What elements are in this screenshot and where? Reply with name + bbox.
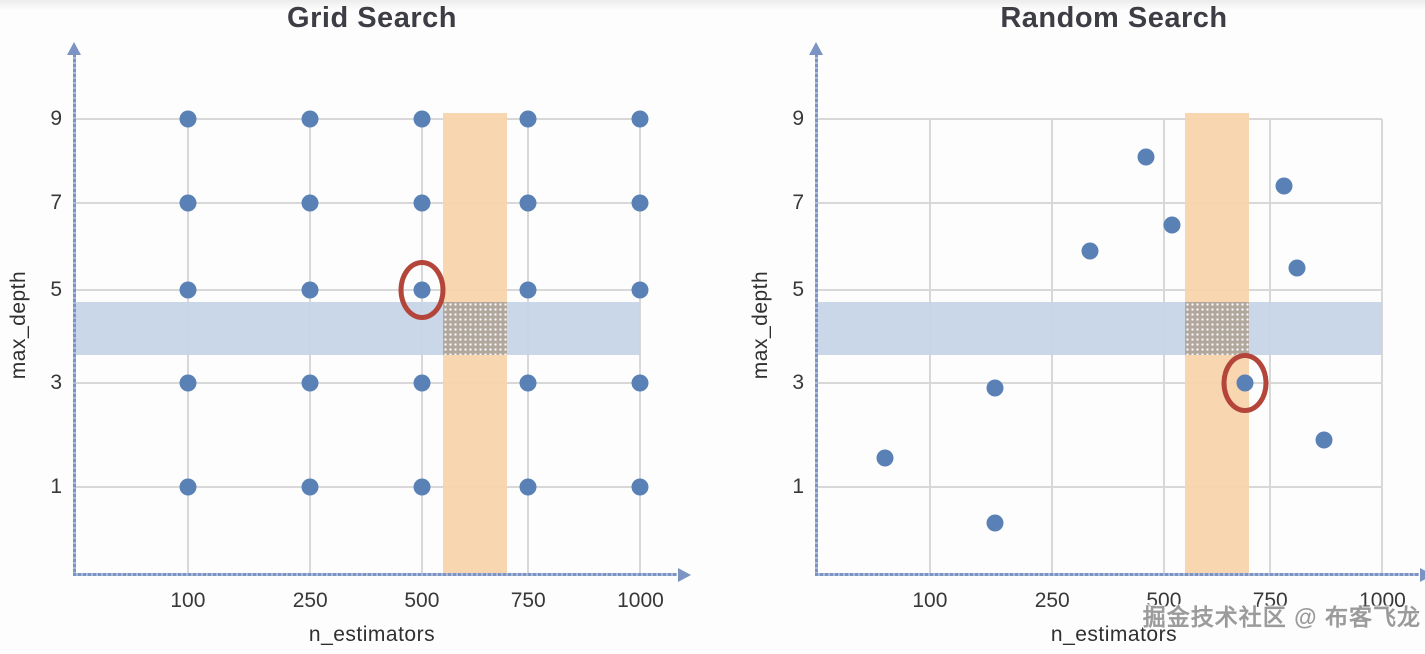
- data-point: [631, 194, 649, 212]
- blue-band-max-depth-range: [75, 301, 641, 356]
- data-point: [519, 281, 537, 299]
- x-axis-arrow-icon: [678, 568, 691, 582]
- data-point: [1137, 148, 1155, 166]
- y-tick-label: 7: [50, 191, 62, 214]
- x-axis-line: [73, 573, 677, 576]
- y-tick-label: 1: [792, 474, 804, 498]
- data-point: [519, 374, 537, 392]
- x-tick-label: 250: [1034, 589, 1070, 612]
- y-tick-label: 3: [50, 370, 62, 394]
- x-tick-label: 250: [292, 589, 328, 612]
- data-point: [1315, 431, 1333, 449]
- data-point: [631, 478, 649, 496]
- x-tick-label: 500: [404, 589, 440, 612]
- x-tick-label: 100: [912, 589, 948, 612]
- x-axis-arrow-icon: [1420, 568, 1425, 582]
- data-point: [1081, 242, 1099, 260]
- data-point: [301, 374, 319, 392]
- data-point: [631, 110, 649, 128]
- gridline-y-1: [75, 485, 641, 488]
- y-tick-label: 5: [50, 277, 62, 301]
- plot-area: 1 3 5 7 9 100 250 500 750 1000: [792, 42, 1425, 612]
- plot-area: 1 3 5 7 9 100 250 500 750 1000: [50, 42, 691, 612]
- y-axis-line: [73, 54, 76, 575]
- gridline-y-9: [75, 118, 641, 121]
- gridline-y-1: [817, 485, 1383, 488]
- data-point: [301, 281, 319, 299]
- data-point: [179, 478, 197, 496]
- data-point: [631, 374, 649, 392]
- y-tick-label: 7: [792, 191, 804, 214]
- data-point: [1288, 259, 1306, 277]
- y-axis-label: max_depth: [7, 270, 30, 380]
- best-point-highlight-circle: [398, 259, 446, 320]
- data-point: [179, 374, 197, 392]
- blue-band-max-depth-range: [817, 301, 1383, 356]
- data-point: [1275, 177, 1293, 195]
- data-point: [519, 478, 537, 496]
- y-tick-label: 1: [50, 474, 62, 498]
- x-tick-label: 1000: [617, 589, 664, 612]
- x-axis-line: [815, 573, 1419, 576]
- data-point: [631, 281, 649, 299]
- x-axis-label: n_estimators: [1050, 623, 1178, 646]
- gridline-y-3: [75, 381, 641, 384]
- x-tick-label: 1000: [1359, 589, 1406, 612]
- gridline-y-7: [817, 202, 1383, 204]
- x-axis-label: n_estimators: [308, 623, 436, 646]
- data-point: [413, 478, 431, 496]
- data-point: [1163, 216, 1181, 234]
- y-axis-arrow-icon: [809, 42, 823, 55]
- band-overlap-region: [1185, 301, 1249, 356]
- x-tick-label: 100: [170, 589, 206, 612]
- grid-search-chart: Grid Search max_depth 1 3 5 7 9 100 250 500 750 1…: [0, 0, 712, 654]
- random-search-chart: Random Search max_depth 1 3 5 7 9 100 250 500 75…: [713, 0, 1425, 654]
- gridline-y-5: [817, 288, 1383, 291]
- gridline-x-1000: [1381, 119, 1384, 575]
- data-point: [179, 281, 197, 299]
- gridline-y-3: [817, 381, 1383, 384]
- gridline-y-7: [75, 202, 641, 204]
- data-point: [876, 449, 894, 467]
- gridline-y-5: [75, 288, 641, 291]
- y-tick-label: 9: [50, 107, 62, 131]
- y-axis-line: [815, 54, 818, 575]
- band-overlap-region: [443, 301, 507, 356]
- y-tick-label: 3: [792, 370, 804, 394]
- data-point: [301, 194, 319, 212]
- chart-title: Grid Search: [287, 2, 457, 34]
- y-tick-label: 5: [792, 277, 804, 301]
- y-axis-label: max_depth: [749, 270, 772, 380]
- watermark: 掘金技术社区 @ 布客飞龙: [1142, 604, 1421, 630]
- best-point-highlight-circle: [1221, 352, 1269, 413]
- y-tick-label: 9: [792, 107, 804, 131]
- gridline-x-1000: [639, 119, 642, 575]
- data-point: [986, 514, 1004, 532]
- y-axis-arrow-icon: [67, 42, 81, 55]
- chart-title: Random Search: [1000, 2, 1228, 34]
- data-point: [301, 110, 319, 128]
- gridline-y-9: [817, 118, 1383, 121]
- x-tick-label: 750: [1252, 589, 1288, 612]
- data-point: [413, 194, 431, 212]
- data-point: [179, 194, 197, 212]
- data-point: [986, 379, 1004, 397]
- data-point: [179, 110, 197, 128]
- data-point: [413, 374, 431, 392]
- x-tick-label: 500: [1146, 589, 1182, 612]
- data-point: [413, 110, 431, 128]
- data-point: [301, 478, 319, 496]
- data-point: [519, 194, 537, 212]
- data-point: [519, 110, 537, 128]
- x-tick-label: 750: [510, 589, 546, 612]
